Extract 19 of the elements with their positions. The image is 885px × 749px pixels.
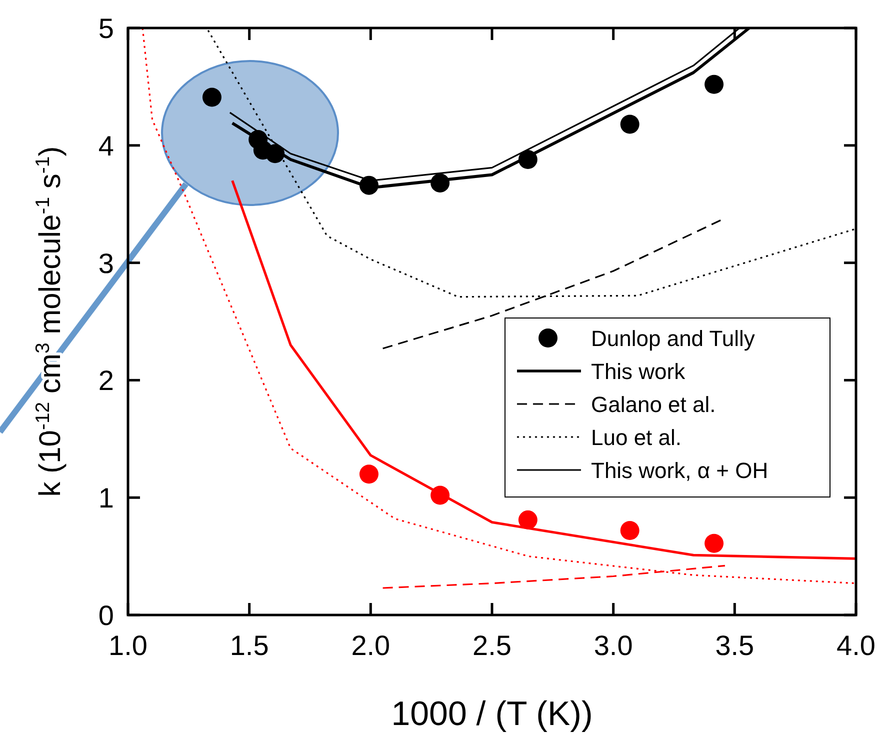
x-tick-label: 1.0 xyxy=(108,630,148,661)
y-tick-label: 1 xyxy=(98,482,114,514)
x-tick-label: 1.5 xyxy=(230,630,269,661)
legend-label: Galano et al. xyxy=(591,392,716,417)
legend-label: Dunlop and Tully xyxy=(591,326,755,351)
x-tick-label: 2.0 xyxy=(351,630,390,661)
y-tick-label: 0 xyxy=(98,600,114,631)
y-tick-label: 5 xyxy=(98,13,114,44)
x-tick-label: 3.5 xyxy=(715,630,754,661)
x-tick-label: 2.5 xyxy=(472,630,512,661)
x-tick-label: 3.0 xyxy=(594,630,633,661)
x-axis-title: 1000 / (T (K)) xyxy=(391,695,593,733)
legend-label: This work xyxy=(591,359,686,384)
y-tick-label: 3 xyxy=(98,248,114,279)
legend-label: Luo et al. xyxy=(591,425,682,450)
y-tick-label: 2 xyxy=(98,365,114,396)
x-tick-label: 4.0 xyxy=(836,630,876,661)
legend-label: This work, α + OH xyxy=(591,458,768,483)
y-tick-label: 4 xyxy=(98,130,114,162)
